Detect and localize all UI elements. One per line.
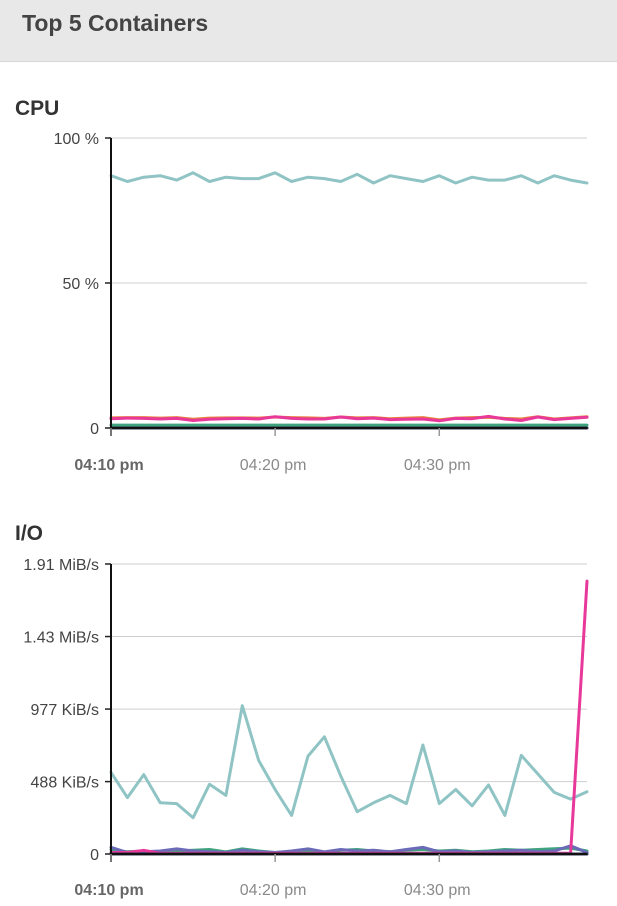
cpu-chart: 100 % 50 % 0 04:10 pm 04:20 pm 04:30 pm bbox=[54, 131, 589, 474]
panel-header: Top 5 Containers bbox=[0, 0, 617, 62]
cpu-y-tick-label: 0 bbox=[90, 421, 99, 438]
io-y-tick-label: 0 bbox=[90, 847, 99, 864]
cpu-x-tick-label: 04:20 pm bbox=[240, 457, 307, 474]
cpu-series-line-3 bbox=[109, 414, 589, 423]
cpu-series-line-1 bbox=[109, 171, 589, 185]
panel-title: Top 5 Containers bbox=[22, 10, 209, 36]
cpu-x-tick-label: 04:30 pm bbox=[404, 457, 471, 474]
cpu-y-tick-label: 50 % bbox=[63, 276, 99, 293]
cpu-x-tick-label: 04:10 pm bbox=[74, 457, 143, 474]
io-chart-title: I/O bbox=[15, 522, 44, 545]
cpu-y-tick-label: 100 % bbox=[54, 131, 99, 148]
io-y-tick-label: 1.91 MiB/s bbox=[23, 557, 99, 574]
io-chart: 1.91 MiB/s 1.43 MiB/s 977 KiB/s 488 KiB/s 0 0… bbox=[23, 557, 589, 899]
io-x-tick-label: 04:30 pm bbox=[404, 882, 471, 899]
io-y-tick-label: 488 KiB/s bbox=[31, 775, 99, 792]
io-y-tick-label: 1.43 MiB/s bbox=[23, 630, 99, 647]
io-x-tick-label: 04:10 pm bbox=[74, 882, 143, 899]
io-y-tick-label: 977 KiB/s bbox=[31, 702, 99, 719]
io-series-line-3 bbox=[109, 844, 589, 854]
io-series-line-1 bbox=[109, 704, 589, 820]
io-series-line-4 bbox=[109, 579, 589, 855]
cpu-chart-title: CPU bbox=[15, 97, 60, 120]
io-x-tick-label: 04:20 pm bbox=[240, 882, 307, 899]
